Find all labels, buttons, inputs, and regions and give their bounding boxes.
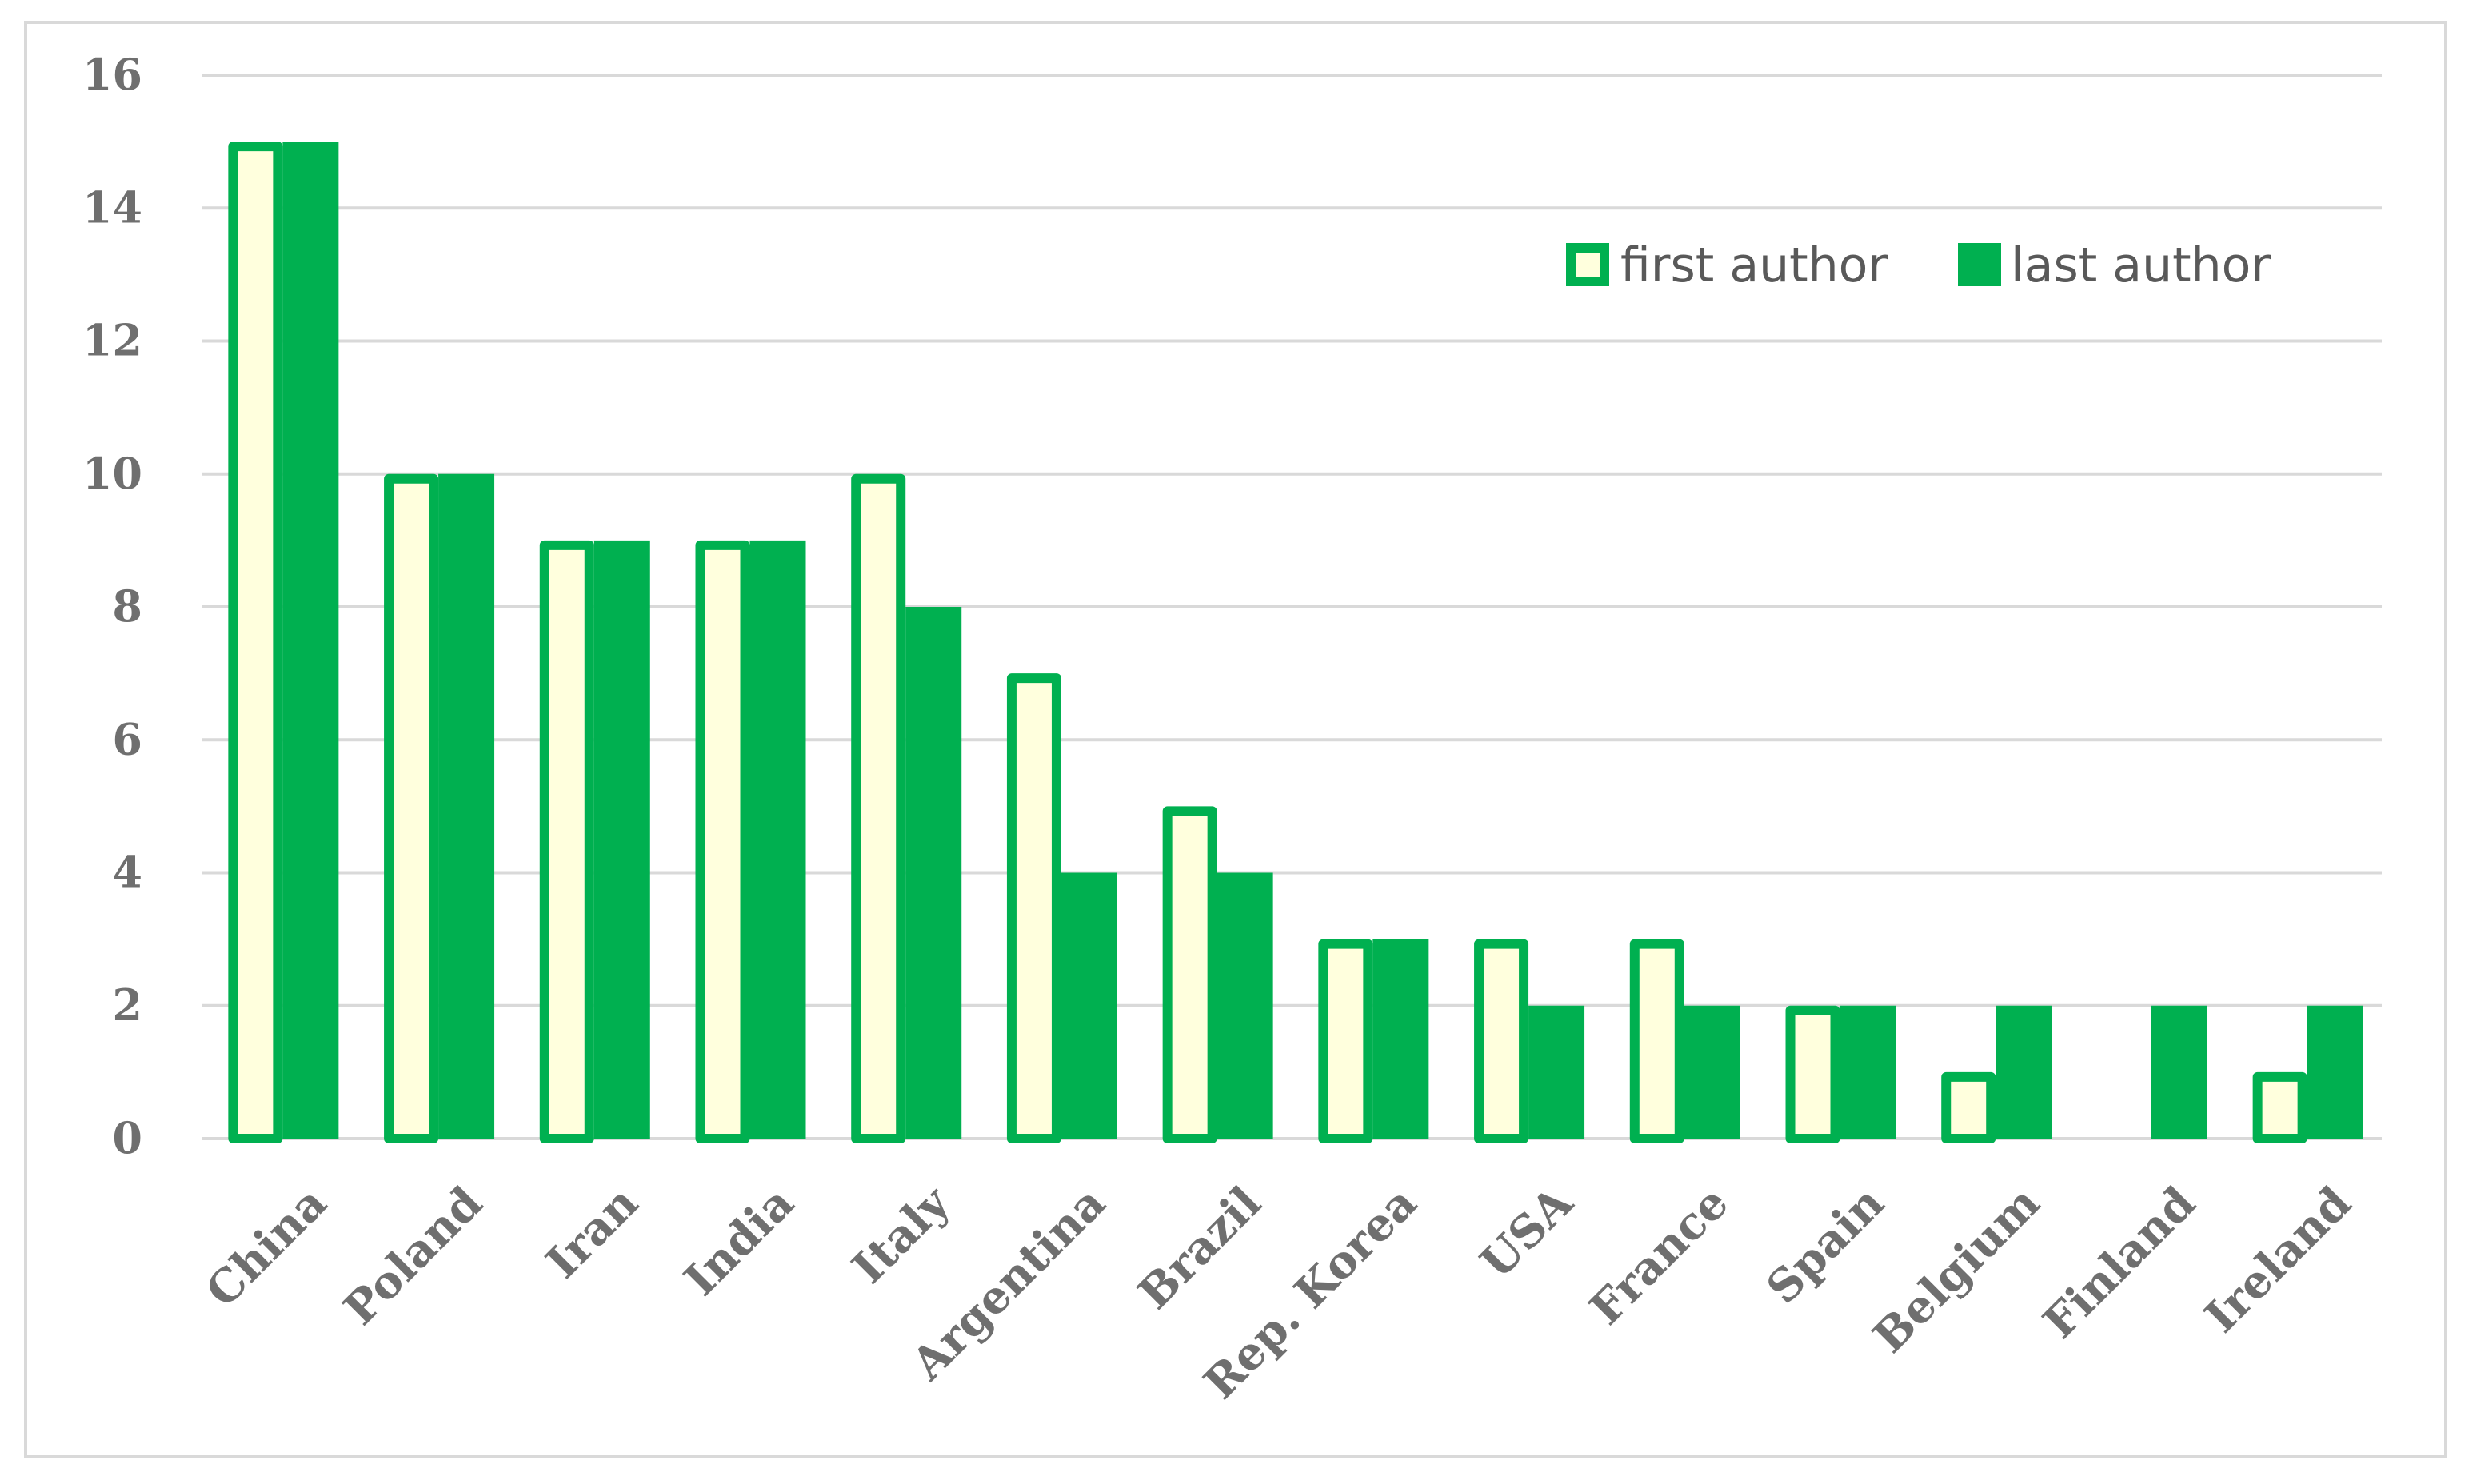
bar-last-author-usa — [1528, 1005, 1585, 1139]
x-category-label-italy: Italy — [842, 1175, 961, 1294]
x-category-label-france: France — [1580, 1176, 1739, 1335]
x-category-label-ireland: Ireland — [2195, 1176, 2361, 1342]
bar-last-author-iran — [593, 540, 650, 1139]
y-tick-label: 8 — [112, 580, 142, 632]
bar-first-author-india — [695, 540, 750, 1143]
legend-label-last-author: last author — [2011, 237, 2271, 293]
x-category-label-poland: Poland — [334, 1176, 493, 1335]
x-category-label-belgium: Belgium — [1863, 1176, 2050, 1363]
bar-first-author-china — [228, 142, 283, 1143]
bar-first-author-argentina — [1006, 673, 1061, 1143]
bar-first-author-poland — [384, 473, 439, 1143]
bar-first-author-italy — [851, 473, 906, 1143]
y-tick-label: 4 — [112, 847, 142, 898]
y-tick-label: 14 — [82, 182, 142, 233]
x-category-label-iran: Iran — [536, 1176, 649, 1289]
x-category-label-finland: Finland — [2033, 1176, 2206, 1349]
y-tick-label: 16 — [82, 49, 142, 100]
bar-first-author-iran — [539, 540, 594, 1143]
bar-first-author-brazil — [1162, 806, 1217, 1143]
bar-last-author-ireland — [2307, 1005, 2363, 1139]
x-category-label-china: China — [196, 1176, 337, 1317]
x-category-label-india: India — [674, 1176, 804, 1306]
bar-first-author-belgium — [1941, 1071, 1996, 1143]
bars — [228, 142, 2363, 1143]
legend: first author last author — [1566, 237, 2271, 293]
bar-first-author-ireland — [2252, 1071, 2307, 1143]
bar-last-author-italy — [905, 607, 962, 1139]
bar-last-author-poland — [438, 473, 495, 1139]
y-tick-label: 2 — [112, 979, 142, 1031]
bar-first-author-usa — [1474, 939, 1529, 1143]
x-category-label-spain: Spain — [1756, 1176, 1894, 1314]
y-tick-label: 12 — [82, 315, 142, 366]
bar-last-author-belgium — [1996, 1005, 2052, 1139]
bar-last-author-india — [749, 540, 806, 1139]
bar-last-author-spain — [1840, 1005, 1896, 1139]
legend-label-first-author: first author — [1620, 237, 1888, 293]
bar-first-author-rep-korea — [1318, 939, 1373, 1143]
bar-first-author-spain — [1785, 1005, 1840, 1143]
bar-last-author-argentina — [1061, 872, 1117, 1139]
y-axis-tick-labels: 0 2 4 6 8 10 12 14 16 — [82, 49, 142, 1163]
bar-last-author-france — [1684, 1005, 1740, 1139]
x-category-label-usa: USA — [1470, 1175, 1584, 1289]
bar-first-author-france — [1629, 939, 1684, 1143]
legend-swatch-first-author — [1566, 243, 1609, 286]
bar-last-author-finland — [2151, 1005, 2207, 1139]
gridlines — [202, 74, 2382, 1140]
bar-last-author-china — [282, 142, 339, 1139]
bar-last-author-brazil — [1217, 872, 1273, 1139]
y-tick-label: 6 — [112, 713, 142, 764]
bar-last-author-rep-korea — [1372, 939, 1429, 1139]
legend-swatch-last-author — [1958, 243, 2001, 286]
x-category-label-brazil: Brazil — [1128, 1176, 1271, 1319]
y-tick-label: 0 — [112, 1112, 142, 1163]
y-tick-label: 10 — [82, 448, 142, 499]
